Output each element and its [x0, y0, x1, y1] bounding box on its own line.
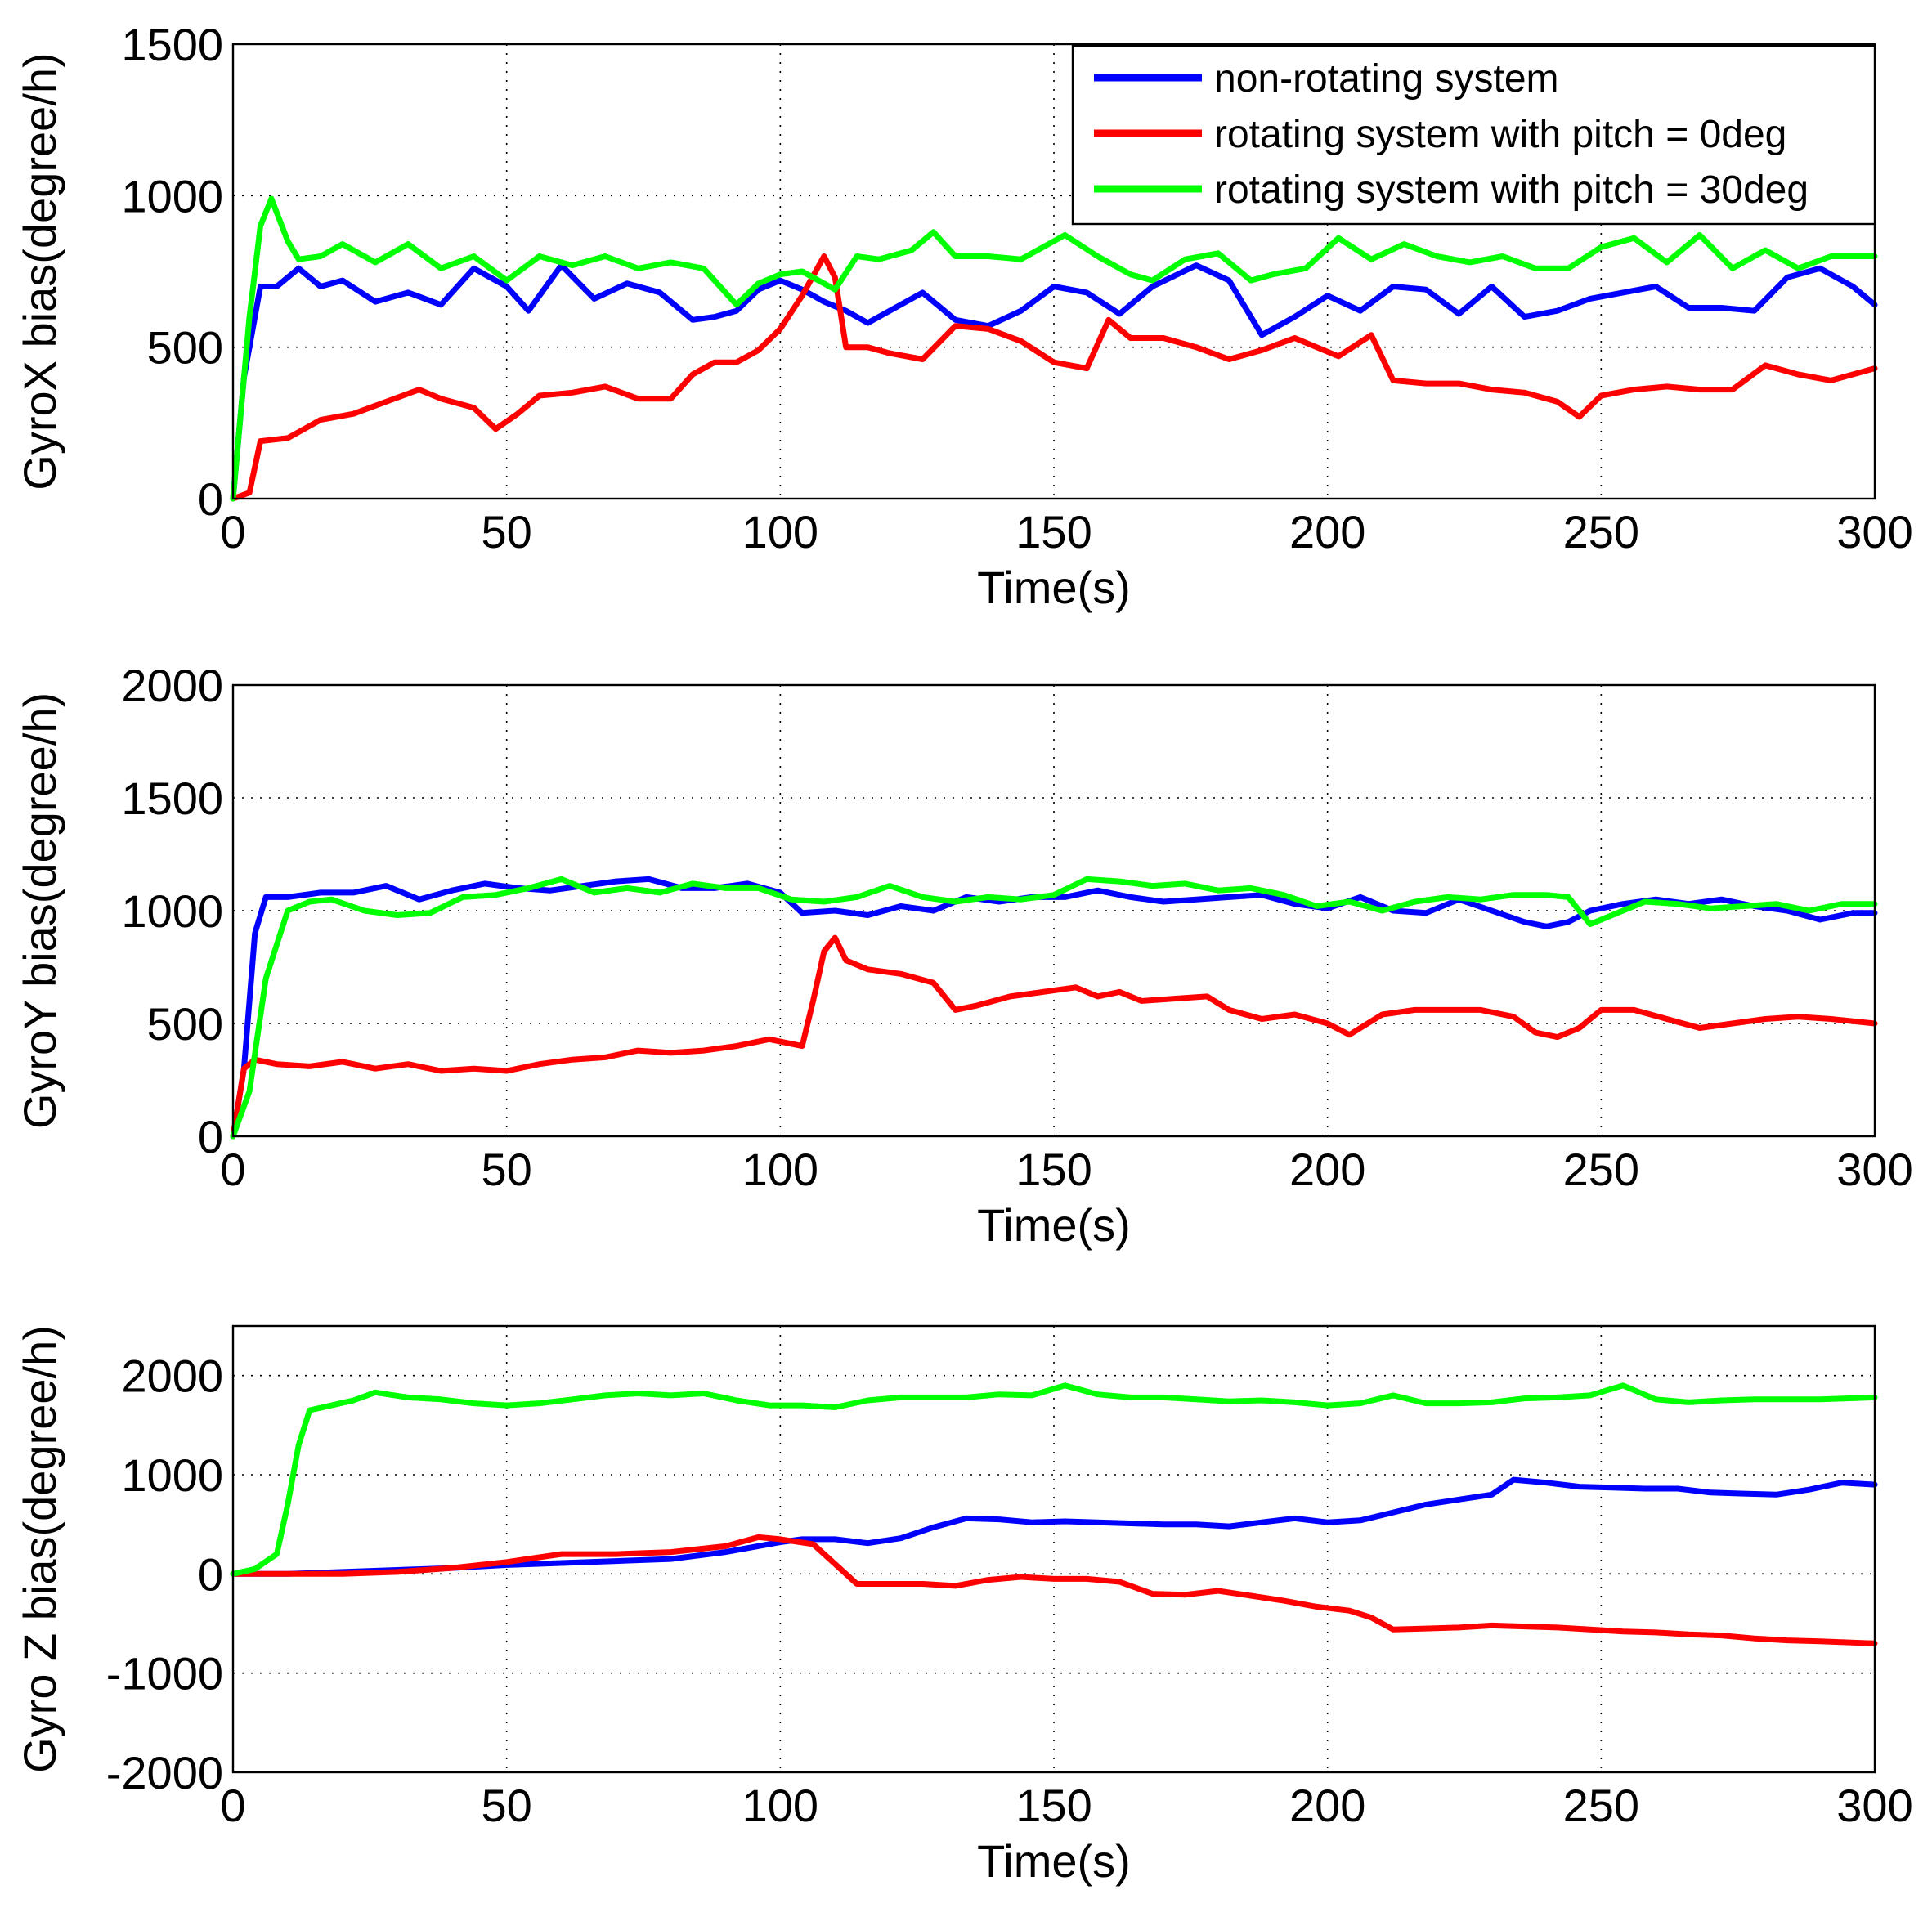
x-tick-label-gyro-x-4: 200	[1289, 506, 1365, 558]
x-tick-label-gyro-x-2: 100	[742, 506, 818, 558]
x-tick-label-gyro-y-2: 100	[742, 1144, 818, 1195]
x-tick-label-gyro-y-0: 0	[220, 1144, 245, 1195]
x-tick-label-gyro-x-1: 50	[482, 506, 532, 558]
series-line-pitch-0-gyro-y	[230, 934, 1878, 1140]
x-tick-label-gyro-z-3: 150	[1015, 1780, 1092, 1831]
x-tick-label-gyro-x-6: 300	[1836, 506, 1912, 558]
x-axis-label-gyro-z: Time(s)	[977, 1835, 1131, 1887]
x-axis-label-gyro-x: Time(s)	[977, 562, 1131, 613]
x-tick-label-gyro-y-1: 50	[482, 1144, 532, 1195]
y-tick-label-gyro-y-1: 500	[147, 998, 223, 1050]
tick-labels-gyro-y: 0 50 100 150 200 250 300 0 500 1000 1500 2000	[121, 660, 1912, 1195]
x-tick-label-gyro-x-3: 150	[1015, 506, 1092, 558]
x-tick-label-gyro-z-0: 0	[220, 1780, 245, 1831]
y-tick-label-gyro-y-3: 1500	[121, 773, 223, 824]
x-tick-label-gyro-z-5: 250	[1563, 1780, 1639, 1831]
x-axis-label-gyro-y: Time(s)	[977, 1199, 1131, 1251]
panel-gyro-x: 0 50 100 150 200 250 300 0 500 1000 1500 Time(s) G…	[14, 19, 1913, 613]
y-tick-label-gyro-z-0: -2000	[106, 1747, 223, 1798]
y-axis-label-gyro-z: Gyro Z bias(degree/h)	[14, 1325, 65, 1773]
y-tick-label-gyro-z-4: 2000	[121, 1350, 223, 1402]
x-tick-label-gyro-y-6: 300	[1836, 1144, 1912, 1195]
axes-box-gyro-y	[231, 683, 1876, 1138]
series-line-non-rotating-gyro-x	[230, 262, 1878, 502]
legend-label-pitch-30: rotating system with pitch = 30deg	[1214, 168, 1809, 212]
axes-box-gyro-z	[231, 1324, 1876, 1774]
y-tick-label-gyro-z-2: 0	[198, 1548, 223, 1600]
legend-label-pitch-0: rotating system with pitch = 0deg	[1214, 113, 1786, 156]
legend-label-non-rotating: non-rotating system	[1214, 57, 1559, 101]
series-line-pitch-30-gyro-z	[230, 1382, 1878, 1577]
y-axis-label-gyro-y: GyroY bias(degree/h)	[14, 692, 65, 1129]
x-tick-label-gyro-z-1: 50	[482, 1780, 532, 1831]
y-axis-label-gyro-x: GyroX bias(degree/h)	[14, 52, 65, 490]
y-tick-label-gyro-z-3: 1000	[121, 1449, 223, 1501]
x-tick-label-gyro-y-4: 200	[1289, 1144, 1365, 1195]
series-line-pitch-0-gyro-x	[230, 253, 1878, 502]
series-group-gyro-z	[230, 1382, 1878, 1646]
series-group-gyro-x	[230, 195, 1878, 502]
series-line-non-rotating-gyro-z	[230, 1476, 1878, 1577]
series-line-pitch-30-gyro-y	[230, 876, 1878, 1140]
x-tick-label-gyro-y-5: 250	[1563, 1144, 1639, 1195]
series-group-gyro-y	[230, 876, 1878, 1140]
y-tick-label-gyro-y-0: 0	[198, 1111, 223, 1162]
y-tick-label-gyro-y-2: 1000	[121, 885, 223, 937]
tick-labels-gyro-x: 0 50 100 150 200 250 300 0 500 1000 1500	[121, 19, 1912, 558]
x-tick-label-gyro-z-4: 200	[1289, 1780, 1365, 1831]
x-tick-label-gyro-z-6: 300	[1836, 1780, 1912, 1831]
series-line-pitch-30-gyro-x	[230, 195, 1878, 502]
y-tick-label-gyro-x-0: 0	[198, 473, 223, 525]
series-line-pitch-0-gyro-z	[230, 1534, 1878, 1646]
x-tick-label-gyro-z-2: 100	[742, 1780, 818, 1831]
y-tick-label-gyro-z-1: -1000	[106, 1648, 223, 1700]
legend: non-rotating system rotating system with…	[1071, 44, 1876, 226]
y-tick-label-gyro-x-2: 1000	[121, 170, 223, 222]
x-tick-label-gyro-x-0: 0	[220, 506, 245, 558]
legend-box	[1071, 44, 1876, 226]
panel-gyro-z: 0 50 100 150 200 250 300 -2000 -1000 0 1000 2000 Ti…	[14, 1324, 1913, 1887]
axes-box-gyro-x	[231, 43, 1876, 500]
y-tick-label-gyro-x-3: 1500	[121, 19, 223, 70]
y-tick-label-gyro-y-4: 2000	[121, 660, 223, 711]
x-tick-label-gyro-y-3: 150	[1015, 1144, 1092, 1195]
x-tick-label-gyro-x-5: 250	[1563, 506, 1639, 558]
grid-gyro-z	[233, 1326, 1875, 1772]
tick-labels-gyro-z: 0 50 100 150 200 250 300 -2000 -1000 0 1000 2000	[106, 1350, 1913, 1831]
y-tick-label-gyro-x-1: 500	[147, 322, 223, 374]
panel-gyro-y: 0 50 100 150 200 250 300 0 500 1000 1500 2000 Time(…	[14, 660, 1913, 1251]
